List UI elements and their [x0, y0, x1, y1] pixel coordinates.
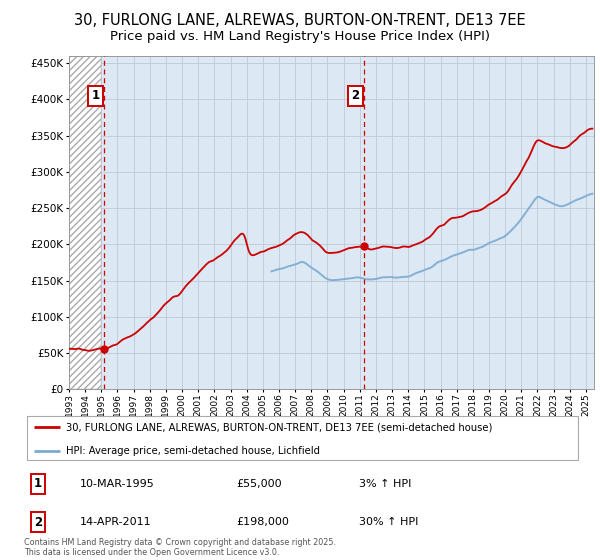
- Text: £198,000: £198,000: [236, 517, 289, 527]
- Text: 1: 1: [91, 90, 100, 102]
- Text: 2: 2: [352, 90, 359, 102]
- Text: Price paid vs. HM Land Registry's House Price Index (HPI): Price paid vs. HM Land Registry's House …: [110, 30, 490, 43]
- Text: 2: 2: [34, 516, 42, 529]
- FancyBboxPatch shape: [27, 416, 578, 460]
- Text: Contains HM Land Registry data © Crown copyright and database right 2025.
This d: Contains HM Land Registry data © Crown c…: [24, 538, 336, 557]
- Text: 30, FURLONG LANE, ALREWAS, BURTON-ON-TRENT, DE13 7EE: 30, FURLONG LANE, ALREWAS, BURTON-ON-TRE…: [74, 13, 526, 28]
- Text: 14-APR-2011: 14-APR-2011: [80, 517, 151, 527]
- Text: HPI: Average price, semi-detached house, Lichfield: HPI: Average price, semi-detached house,…: [66, 446, 320, 456]
- Bar: [69, 56, 101, 389]
- Text: £55,000: £55,000: [236, 479, 281, 489]
- Text: 10-MAR-1995: 10-MAR-1995: [80, 479, 155, 489]
- Text: 1: 1: [34, 477, 42, 490]
- Text: 3% ↑ HPI: 3% ↑ HPI: [359, 479, 411, 489]
- Text: 30, FURLONG LANE, ALREWAS, BURTON-ON-TRENT, DE13 7EE (semi-detached house): 30, FURLONG LANE, ALREWAS, BURTON-ON-TRE…: [66, 422, 492, 432]
- Text: 30% ↑ HPI: 30% ↑ HPI: [359, 517, 418, 527]
